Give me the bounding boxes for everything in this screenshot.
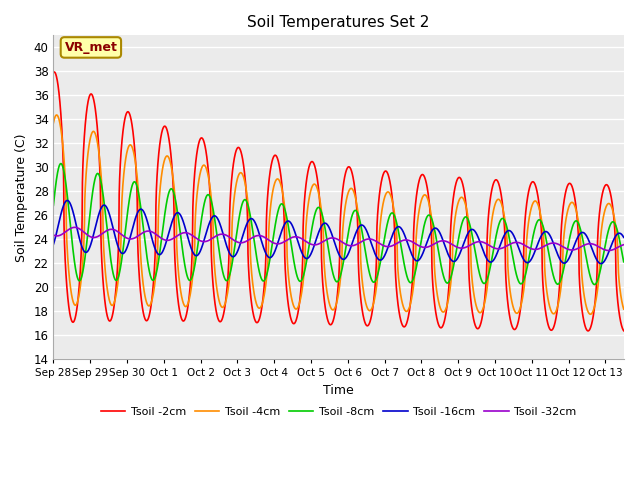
Tsoil -2cm (404, 314, 412, 320)
Tsoil -16cm (49, 241, 57, 247)
X-axis label: Time: Time (323, 384, 354, 397)
Tsoil -16cm (63, 198, 71, 204)
Tsoil -16cm (620, 234, 627, 240)
Tsoil -2cm (209, 279, 217, 285)
Tsoil -8cm (394, 228, 402, 234)
Tsoil -32cm (209, 235, 217, 241)
Line: Tsoil -2cm: Tsoil -2cm (53, 72, 624, 331)
Tsoil -32cm (566, 247, 573, 252)
Tsoil -8cm (620, 259, 628, 264)
Tsoil -4cm (394, 273, 402, 278)
Tsoil -32cm (172, 234, 180, 240)
Text: VR_met: VR_met (65, 41, 117, 54)
Tsoil -2cm (566, 180, 573, 186)
Tsoil -32cm (404, 237, 412, 243)
Tsoil -2cm (49, 70, 57, 75)
Tsoil -4cm (172, 205, 180, 211)
Tsoil -32cm (605, 248, 612, 253)
Line: Tsoil -8cm: Tsoil -8cm (53, 164, 624, 285)
Tsoil -32cm (620, 242, 627, 248)
Tsoil -16cm (172, 211, 180, 217)
Tsoil -32cm (71, 225, 79, 230)
Tsoil -2cm (172, 272, 180, 277)
Tsoil -32cm (394, 240, 402, 245)
Tsoil -16cm (566, 254, 573, 260)
Y-axis label: Soil Temperature (C): Soil Temperature (C) (15, 133, 28, 262)
Tsoil -4cm (209, 216, 217, 222)
Tsoil -32cm (49, 232, 57, 238)
Line: Tsoil -32cm: Tsoil -32cm (53, 228, 624, 251)
Legend: Tsoil -2cm, Tsoil -4cm, Tsoil -8cm, Tsoil -16cm, Tsoil -32cm: Tsoil -2cm, Tsoil -4cm, Tsoil -8cm, Tsoi… (96, 403, 581, 422)
Tsoil -4cm (49, 120, 57, 126)
Tsoil -8cm (209, 205, 217, 211)
Tsoil -2cm (394, 304, 402, 310)
Tsoil -16cm (620, 234, 628, 240)
Tsoil -8cm (591, 282, 598, 288)
Tsoil -32cm (620, 242, 628, 248)
Tsoil -4cm (404, 307, 412, 312)
Tsoil -4cm (52, 112, 60, 118)
Tsoil -4cm (566, 202, 573, 208)
Tsoil -4cm (587, 312, 595, 317)
Title: Soil Temperatures Set 2: Soil Temperatures Set 2 (248, 15, 429, 30)
Tsoil -4cm (620, 306, 628, 312)
Tsoil -8cm (620, 258, 627, 264)
Tsoil -8cm (172, 199, 180, 204)
Tsoil -16cm (209, 214, 217, 219)
Line: Tsoil -4cm: Tsoil -4cm (53, 115, 624, 314)
Tsoil -2cm (620, 328, 628, 334)
Tsoil -16cm (404, 242, 412, 248)
Tsoil -8cm (57, 161, 65, 167)
Tsoil -2cm (584, 328, 592, 334)
Tsoil -16cm (394, 224, 402, 229)
Tsoil -2cm (51, 69, 58, 75)
Tsoil -8cm (404, 277, 412, 283)
Tsoil -16cm (597, 261, 605, 266)
Line: Tsoil -16cm: Tsoil -16cm (53, 201, 624, 264)
Tsoil -2cm (620, 328, 627, 334)
Tsoil -8cm (49, 203, 57, 208)
Tsoil -4cm (620, 306, 627, 312)
Tsoil -8cm (566, 235, 573, 241)
